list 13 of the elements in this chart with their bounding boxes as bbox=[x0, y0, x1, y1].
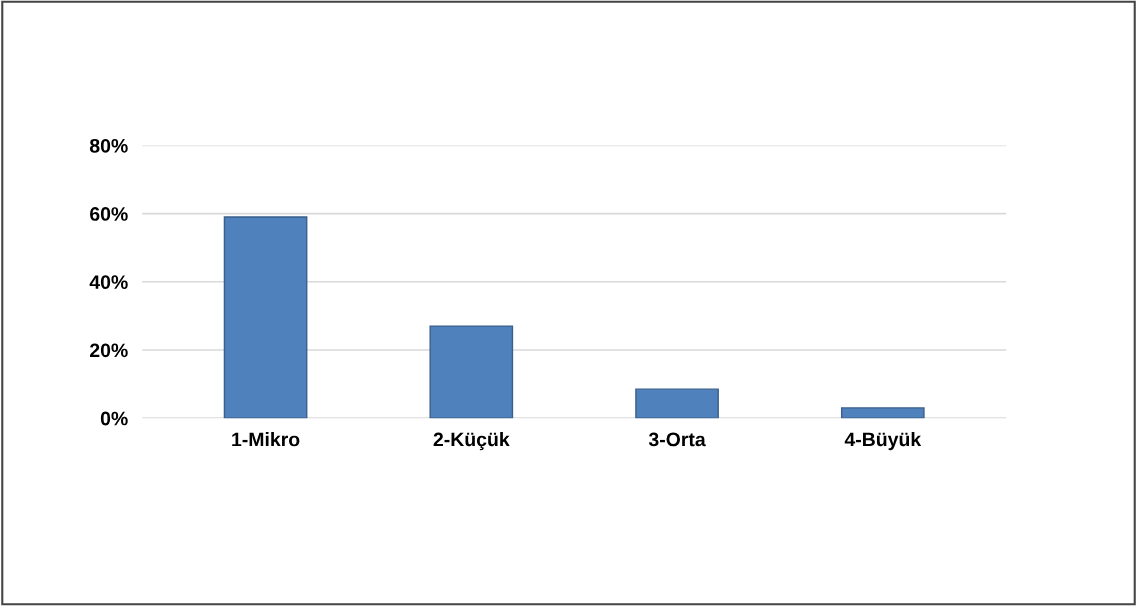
x-tick-label: 1-Mikro bbox=[232, 432, 300, 447]
bar bbox=[635, 388, 719, 419]
bar bbox=[840, 407, 925, 419]
y-tick-label: 0% bbox=[100, 411, 128, 426]
y-tick-label: 60% bbox=[90, 207, 128, 221]
y-tick-label: 20% bbox=[89, 343, 128, 358]
y-tick-label: 80% bbox=[89, 138, 128, 153]
x-tick-label: 3-Orta bbox=[648, 432, 706, 447]
y-tick-label: 40% bbox=[89, 275, 128, 290]
x-tick-label: 4-Büyük bbox=[844, 432, 922, 451]
bar bbox=[429, 325, 514, 419]
bar bbox=[223, 216, 308, 419]
x-tick-label: 2-Küçük bbox=[433, 432, 510, 451]
